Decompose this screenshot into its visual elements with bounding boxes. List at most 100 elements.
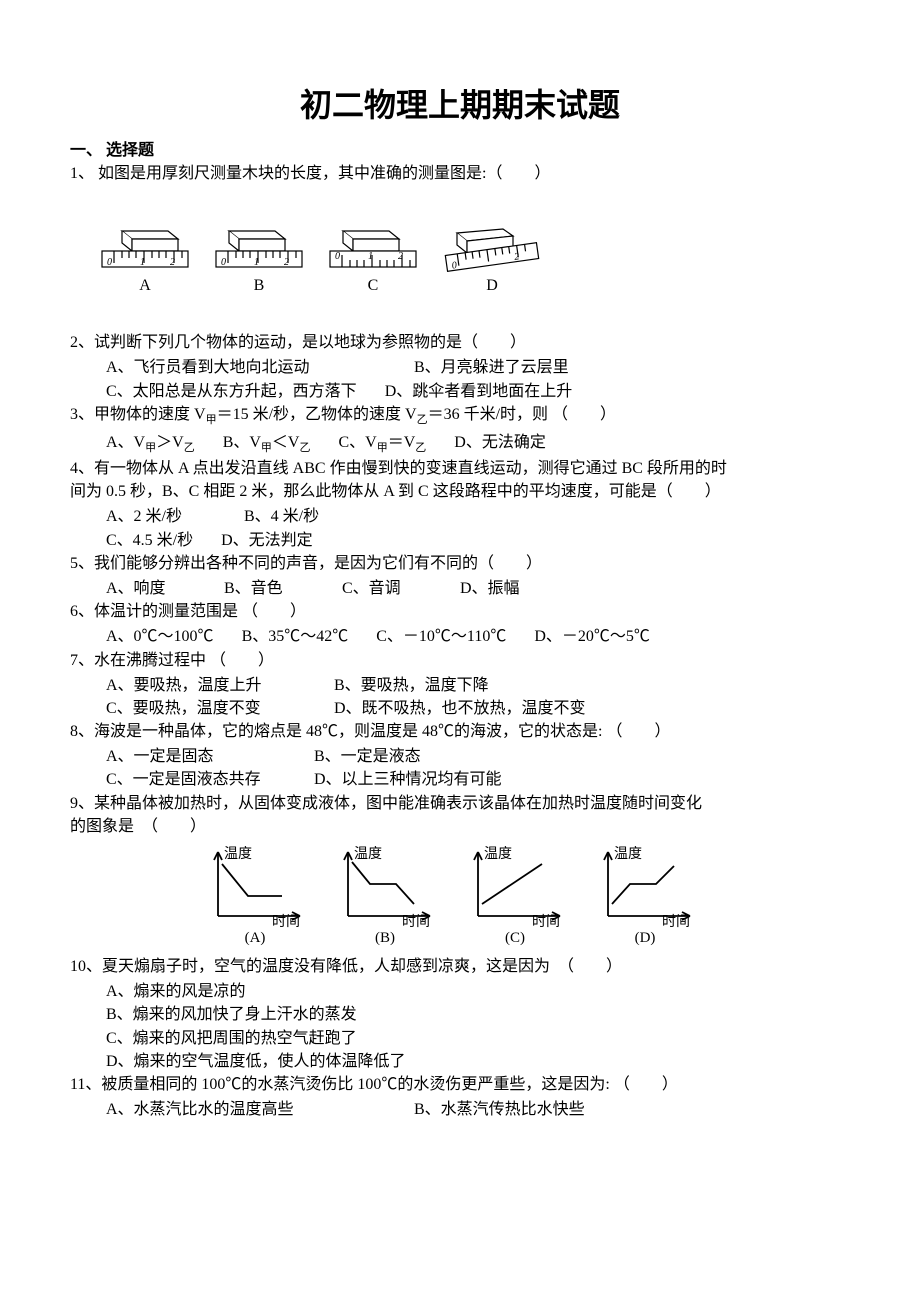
q7-opt-a: A、要吸热，温度上升 [106, 674, 306, 697]
question-8: 8、海波是一种晶体，它的熔点是 48℃，则温度是 48℃的海波，它的状态是: （… [70, 720, 850, 743]
q2-opt-a: A、飞行员看到大地向北运动 [106, 356, 386, 379]
q7-options: A、要吸热，温度上升 B、要吸热，温度下降 C、要吸热，温度不变 D、既不吸热，… [70, 674, 850, 720]
q3-text-b: ＝15 米/秒，乙物体的速度 V [217, 406, 417, 423]
q10-opt-d: D、煽来的空气温度低，使人的体温降低了 [106, 1050, 850, 1073]
q10-opt-a: A、煽来的风是凉的 [106, 980, 850, 1003]
q3-text-c: ＝36 千米/时，则 （ ） [428, 406, 616, 423]
chart-a-label: (A) [245, 930, 266, 947]
q3-sub2: 乙 [417, 414, 428, 426]
q3-options: A、V甲＞V乙 B、V甲＜V乙 C、V甲＝V乙 D、无法确定 [70, 431, 850, 457]
q8-opt-c: C、一定是固液态共存 [106, 768, 286, 791]
q5-opt-c: C、音调 [342, 577, 432, 600]
q4-text1: 4、有一物体从 A 点出发沿直线 ABC 作由慢到快的变速直线运动，测得它通过 … [70, 457, 850, 480]
q6-options: A、0℃～100℃ B、35℃～42℃ C、－10℃～110℃ D、－20℃～5… [70, 625, 850, 648]
q9-text2: 的图象是 （ ） [70, 815, 850, 838]
q1-text: 1、 如图是用厚刻尺测量木块的长度，其中准确的测量图是:（ ） [70, 165, 550, 182]
question-3: 3、甲物体的速度 V甲＝15 米/秒，乙物体的速度 V乙＝36 千米/时，则 （… [70, 403, 850, 429]
chart-a-xlabel: 时间 [272, 914, 300, 928]
q7-opt-b: B、要吸热，温度下降 [334, 674, 489, 697]
q10-opt-b: B、煽来的风加快了身上汗水的蒸发 [106, 1003, 850, 1026]
q5-text: 5、我们能够分辨出各种不同的声音，是因为它们有不同的（ ） [70, 555, 542, 572]
ruler-label-b: B [254, 277, 265, 295]
q2-opt-b: B、月亮躲进了云层里 [414, 356, 569, 379]
chart-b-xlabel: 时间 [402, 914, 430, 928]
q3-opt-c: C、V甲＝V乙 [338, 431, 426, 457]
chart-d-label: (D) [635, 930, 656, 947]
ruler-label-d: D [486, 277, 498, 295]
q6-opt-b: B、35℃～42℃ [242, 625, 349, 648]
chart-b-ylabel: 温度 [354, 846, 382, 862]
q9-text1: 9、某种晶体被加热时，从固体变成液体，图中能准确表示该晶体在加热时温度随时间变化 [70, 792, 850, 815]
question-4: 4、有一物体从 A 点出发沿直线 ABC 作由慢到快的变速直线运动，测得它通过 … [70, 457, 850, 503]
question-11: 11、被质量相同的 100℃的水蒸汽烫伤比 100℃的水烫伤更严重些，这是因为:… [70, 1073, 850, 1096]
ruler-figure-b: 0 1 2 B [214, 225, 304, 295]
q1-figure-row: 0 1 2 A 0 1 [100, 225, 850, 295]
question-10: 10、夏天煽扇子时，空气的温度没有降低，人却感到凉爽，这是因为 （ ） [70, 955, 850, 978]
q4-text2: 间为 0.5 秒，B、C 相距 2 米，那么此物体从 A 到 C 这段路程中的平… [70, 480, 850, 503]
q8-opt-a: A、一定是固态 [106, 745, 286, 768]
svg-text:1: 1 [368, 251, 373, 262]
q4-opt-b: B、4 米/秒 [244, 505, 319, 528]
q10-options: A、煽来的风是凉的 B、煽来的风加快了身上汗水的蒸发 C、煽来的风把周围的热空气… [70, 980, 850, 1073]
q6-opt-c: C、－10℃～110℃ [376, 625, 506, 648]
chart-c-label: (C) [505, 930, 525, 947]
chart-d: 温度 时间 (D) [590, 846, 700, 947]
ruler-figure-c: 0 1 2 C [328, 225, 418, 295]
page-title: 初二物理上期期末试题 [70, 80, 850, 126]
q5-options: A、响度 B、音色 C、音调 D、振幅 [70, 577, 850, 600]
svg-text:1: 1 [140, 257, 145, 268]
q7-opt-d: D、既不吸热，也不放热，温度不变 [334, 697, 586, 720]
question-9: 9、某种晶体被加热时，从固体变成液体，图中能准确表示该晶体在加热时温度随时间变化… [70, 792, 850, 838]
question-5: 5、我们能够分辨出各种不同的声音，是因为它们有不同的（ ） [70, 552, 850, 575]
ruler-figure-d: 0 2 D [442, 225, 542, 295]
svg-text:2: 2 [170, 257, 175, 268]
q4-opt-c: C、4.5 米/秒 [106, 529, 193, 552]
question-1: 1、 如图是用厚刻尺测量木块的长度，其中准确的测量图是:（ ） [70, 162, 850, 185]
q8-opt-d: D、以上三种情况均有可能 [314, 768, 502, 791]
q3-opt-a: A、V甲＞V乙 [106, 431, 195, 457]
q7-opt-c: C、要吸热，温度不变 [106, 697, 306, 720]
question-2: 2、试判断下列几个物体的运动，是以地球为参照物的是（ ） [70, 331, 850, 354]
svg-text:0: 0 [107, 257, 112, 268]
chart-c-ylabel: 温度 [484, 846, 512, 862]
question-7: 7、水在沸腾过程中 （ ） [70, 649, 850, 672]
svg-text:2: 2 [398, 251, 403, 262]
svg-text:1: 1 [254, 257, 259, 268]
q5-opt-b: B、音色 [224, 577, 314, 600]
q2-options: A、飞行员看到大地向北运动 B、月亮躲进了云层里 C、太阳总是从东方升起，西方落… [70, 356, 850, 402]
chart-a-ylabel: 温度 [224, 846, 252, 862]
q3-opt-b: B、V甲＜V乙 [223, 431, 311, 457]
q8-opt-b: B、一定是液态 [314, 745, 421, 768]
q5-opt-a: A、响度 [106, 577, 196, 600]
chart-c: 温度 时间 (C) [460, 846, 570, 947]
q6-opt-d: D、－20℃～5℃ [534, 625, 650, 648]
q2-opt-d: D、跳伞者看到地面在上升 [385, 380, 573, 403]
q4-opt-a: A、2 米/秒 [106, 505, 216, 528]
q5-opt-d: D、振幅 [460, 577, 520, 600]
q11-text: 11、被质量相同的 100℃的水蒸汽烫伤比 100℃的水烫伤更严重些，这是因为:… [70, 1076, 678, 1093]
q6-opt-a: A、0℃～100℃ [106, 625, 214, 648]
q2-opt-c: C、太阳总是从东方升起，西方落下 [106, 380, 357, 403]
chart-d-ylabel: 温度 [614, 846, 642, 862]
svg-text:2: 2 [284, 257, 289, 268]
q10-text: 10、夏天煽扇子时，空气的温度没有降低，人却感到凉爽，这是因为 （ ） [70, 958, 622, 975]
q11-opt-b: B、水蒸汽传热比水快些 [414, 1098, 585, 1121]
section-1-header: 一、 选择题 [70, 136, 850, 160]
q3-opt-d: D、无法确定 [454, 431, 546, 454]
ruler-figure-a: 0 1 2 A [100, 225, 190, 295]
q8-options: A、一定是固态 B、一定是液态 C、一定是固液态共存 D、以上三种情况均有可能 [70, 745, 850, 791]
q2-text: 2、试判断下列几个物体的运动，是以地球为参照物的是（ ） [70, 334, 526, 351]
svg-text:0: 0 [335, 251, 340, 262]
q6-text: 6、体温计的测量范围是 （ ） [70, 603, 306, 620]
q3-text-a: 3、甲物体的速度 V [70, 406, 206, 423]
chart-d-xlabel: 时间 [662, 914, 690, 928]
chart-a: 温度 时间 (A) [200, 846, 310, 947]
q11-options: A、水蒸汽比水的温度高些 B、水蒸汽传热比水快些 [70, 1098, 850, 1121]
q4-opt-d: D、无法判定 [221, 529, 313, 552]
chart-c-xlabel: 时间 [532, 914, 560, 928]
q11-opt-a: A、水蒸汽比水的温度高些 [106, 1098, 386, 1121]
q4-options: A、2 米/秒 B、4 米/秒 C、4.5 米/秒 D、无法判定 [70, 505, 850, 551]
q7-text: 7、水在沸腾过程中 （ ） [70, 652, 274, 669]
q3-sub1: 甲 [206, 414, 217, 426]
ruler-label-a: A [139, 277, 151, 295]
